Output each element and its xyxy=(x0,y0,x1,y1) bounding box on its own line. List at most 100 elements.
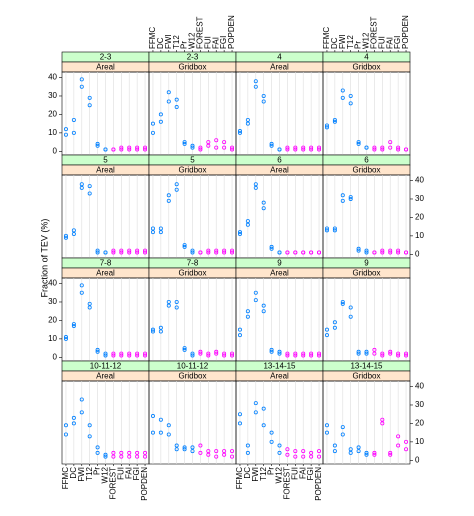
point xyxy=(388,145,393,150)
point xyxy=(174,443,179,448)
point xyxy=(127,454,132,459)
x-tick-label: FFMC xyxy=(61,467,70,489)
y-axis-label: Fraction of TEV (%) xyxy=(39,219,49,298)
point xyxy=(190,351,195,356)
point xyxy=(309,353,314,358)
point xyxy=(285,447,290,452)
point xyxy=(127,145,132,150)
point xyxy=(340,193,345,198)
point xyxy=(396,250,401,255)
point xyxy=(103,353,108,358)
point xyxy=(237,327,242,332)
point xyxy=(135,351,140,356)
point xyxy=(127,250,132,255)
point xyxy=(253,185,258,190)
point xyxy=(119,353,124,358)
point xyxy=(324,226,329,231)
point xyxy=(317,145,322,150)
point xyxy=(95,445,100,450)
point xyxy=(166,193,171,198)
point xyxy=(348,314,353,319)
strip-period-label: 4 xyxy=(277,53,282,62)
x-tick-label: T12 xyxy=(85,466,94,480)
point xyxy=(79,185,84,190)
point xyxy=(332,117,337,122)
point xyxy=(206,140,211,145)
point xyxy=(87,434,92,439)
point xyxy=(158,417,163,422)
point xyxy=(190,449,195,454)
x-tick-label: FFMC xyxy=(148,27,157,49)
point xyxy=(95,143,100,148)
point xyxy=(372,351,377,356)
point xyxy=(380,147,385,152)
point xyxy=(301,145,306,150)
x-tick-label: FFMC xyxy=(322,27,331,49)
point xyxy=(143,250,148,255)
point xyxy=(388,450,393,455)
x-tick-label: FWI xyxy=(338,34,347,49)
point xyxy=(135,250,140,255)
point xyxy=(79,290,84,295)
x-tick-label: FWI xyxy=(164,34,173,49)
point xyxy=(340,299,345,304)
point xyxy=(135,145,140,150)
point xyxy=(222,248,227,253)
point xyxy=(388,351,393,356)
x-tick-label: FGI xyxy=(393,36,402,49)
point xyxy=(87,301,92,306)
point xyxy=(309,450,314,455)
point xyxy=(380,421,385,426)
point xyxy=(404,447,409,452)
point xyxy=(380,353,385,358)
point xyxy=(143,147,148,152)
point xyxy=(111,147,116,152)
point xyxy=(388,248,393,253)
y-tick-label: 10 xyxy=(48,334,57,343)
point xyxy=(277,443,282,448)
point xyxy=(158,230,163,235)
strip-period-label: 7-8 xyxy=(187,259,199,268)
point xyxy=(364,452,369,457)
strip-source-label: Areal xyxy=(96,63,115,72)
point xyxy=(380,250,385,255)
point xyxy=(253,401,258,406)
point xyxy=(396,434,401,439)
strip-period-label: 5 xyxy=(103,156,108,165)
point xyxy=(340,88,345,93)
point xyxy=(127,353,132,358)
strip-source-label: Gridbox xyxy=(352,166,380,175)
point xyxy=(372,250,377,255)
point xyxy=(150,327,155,332)
point xyxy=(230,250,235,255)
point xyxy=(285,145,290,150)
point xyxy=(150,130,155,135)
point xyxy=(253,298,258,303)
point xyxy=(214,351,219,356)
point xyxy=(245,314,250,319)
point xyxy=(95,349,100,354)
x-tick-label: T12 xyxy=(172,35,181,49)
point xyxy=(277,450,282,455)
point xyxy=(111,450,116,455)
point xyxy=(190,248,195,253)
strip-source-label: Areal xyxy=(96,372,115,381)
point xyxy=(324,123,329,128)
point xyxy=(206,449,211,454)
point xyxy=(174,299,179,304)
point xyxy=(79,77,84,82)
point xyxy=(245,121,250,126)
x-tick-label: FUI xyxy=(203,36,212,49)
x-tick-label: FFMC xyxy=(235,467,244,489)
point xyxy=(190,250,195,255)
point xyxy=(237,421,242,426)
strip-source-label: Areal xyxy=(96,269,115,278)
point xyxy=(214,349,219,354)
x-tick-label: POPDEN xyxy=(401,15,410,49)
point xyxy=(317,353,322,358)
point xyxy=(396,351,401,356)
point xyxy=(71,415,76,420)
x-tick-label: POPDEN xyxy=(314,467,323,501)
point xyxy=(277,250,282,255)
